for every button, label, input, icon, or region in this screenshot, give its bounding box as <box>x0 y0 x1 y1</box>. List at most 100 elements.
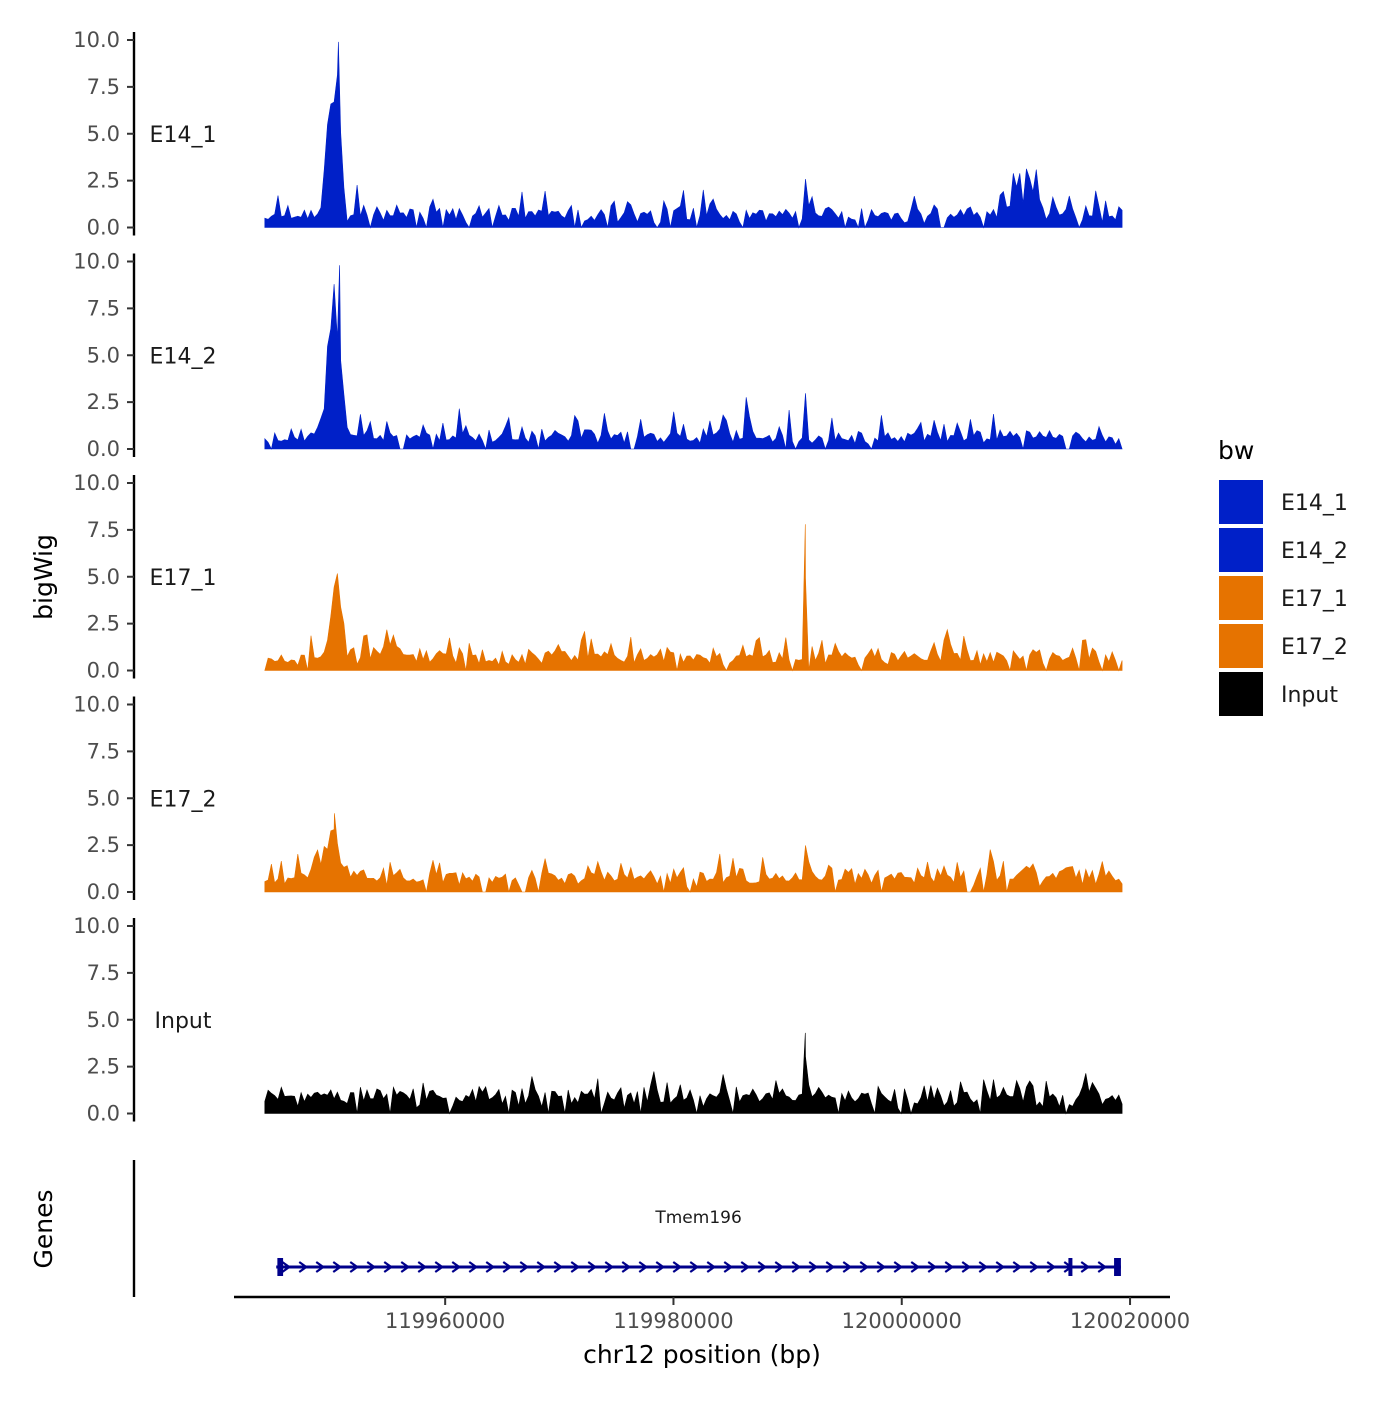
strand-arrow <box>1046 1261 1057 1273</box>
y-tick-label: 0.0 <box>87 437 120 461</box>
strand-arrow <box>587 1261 598 1273</box>
y-tick-label: 2.5 <box>87 390 120 414</box>
y-tick-label: 5.0 <box>87 786 120 810</box>
y-tick-label: 5.0 <box>87 1008 120 1032</box>
signal-area <box>264 813 1123 893</box>
legend-item: E14_1 <box>1219 480 1348 524</box>
x-tick-label: 120020000 <box>1070 1309 1190 1333</box>
strand-arrow <box>944 1261 955 1273</box>
y-tick-label: 10.0 <box>73 471 120 495</box>
strand-arrow <box>774 1261 785 1273</box>
strand-arrow <box>451 1261 462 1273</box>
strand-arrow <box>570 1261 581 1273</box>
track-label: E14_2 <box>150 344 217 369</box>
legend-label: Input <box>1281 683 1338 708</box>
legend: bw E14_1 E14_2 E17_1 E17_2 Input <box>1218 436 1348 716</box>
y-tick-label: 5.0 <box>87 122 120 146</box>
x-tick-label: 119960000 <box>385 1309 505 1333</box>
legend-label: E17_1 <box>1281 587 1348 612</box>
legend-key <box>1219 480 1263 524</box>
y-tick-label: 7.5 <box>87 518 120 542</box>
strand-arrow <box>417 1261 428 1273</box>
signal-tracks: 0.0 2.5 5.0 7.5 10.0 E14_1 0.0 2.5 5.0 7.5 10.0 E14… <box>73 28 1123 1126</box>
y-tick-label: 10.0 <box>73 914 120 938</box>
y-tick-label: 10.0 <box>73 250 120 274</box>
y-tick-label: 0.0 <box>87 659 120 683</box>
x-tick-label: 120000000 <box>842 1309 962 1333</box>
track-input: 0.0 2.5 5.0 7.5 10.0 Input <box>73 914 1123 1126</box>
y-tick-label: 7.5 <box>87 739 120 763</box>
y-tick-label: 10.0 <box>73 28 120 52</box>
strand-arrow <box>1012 1261 1023 1273</box>
legend-item: E17_1 <box>1219 576 1348 620</box>
strand-arrow <box>655 1261 666 1273</box>
strand-arrow <box>859 1261 870 1273</box>
legend-key <box>1219 672 1263 716</box>
strand-arrow <box>400 1261 411 1273</box>
strand-arrow <box>468 1261 479 1273</box>
strand-arrow <box>434 1261 445 1273</box>
signal-area <box>264 41 1123 229</box>
strand-arrow <box>604 1261 615 1273</box>
legend-key <box>1219 624 1263 668</box>
gene-label: Tmem196 <box>654 1208 741 1228</box>
strand-arrow <box>366 1261 377 1273</box>
track-e17-2: 0.0 2.5 5.0 7.5 10.0 E17_2 <box>73 693 1123 904</box>
strand-arrow <box>910 1261 921 1273</box>
strand-arrow <box>842 1261 853 1273</box>
y-tick-label: 7.5 <box>87 296 120 320</box>
strand-arrow <box>281 1261 292 1273</box>
y-tick-label: 5.0 <box>87 343 120 367</box>
strand-arrow <box>638 1261 649 1273</box>
strand-arrow <box>553 1261 564 1273</box>
strand-arrow <box>706 1261 717 1273</box>
y-tick-label: 2.5 <box>87 169 120 193</box>
signal-area <box>264 524 1123 672</box>
strand-arrow <box>502 1261 513 1273</box>
y-axis-title: bigWig <box>29 534 58 620</box>
x-axis: 119960000 119980000 120000000 120020000 <box>234 1295 1190 1333</box>
y-tick-label: 2.5 <box>87 833 120 857</box>
track-e17-1: 0.0 2.5 5.0 7.5 10.0 E17_1 <box>73 471 1123 683</box>
strand-arrow <box>689 1261 700 1273</box>
x-axis-title: chr12 position (bp) <box>583 1340 821 1369</box>
strand-arrow <box>927 1261 938 1273</box>
strand-arrow <box>1097 1261 1108 1273</box>
track-label: E17_1 <box>150 566 217 591</box>
strand-arrow <box>672 1261 683 1273</box>
y-tick-label: 0.0 <box>87 1102 120 1126</box>
y-tick-label: 2.5 <box>87 1055 120 1079</box>
y-tick-label: 7.5 <box>87 75 120 99</box>
strand-arrow <box>383 1261 394 1273</box>
strand-arrow <box>961 1261 972 1273</box>
strand-arrow <box>536 1261 547 1273</box>
strand-arrow <box>876 1261 887 1273</box>
strand-arrow <box>621 1261 632 1273</box>
y-tick-label: 0.0 <box>87 216 120 240</box>
legend-title: bw <box>1218 436 1254 465</box>
strand-arrow <box>995 1261 1006 1273</box>
x-tick-label: 119980000 <box>613 1309 733 1333</box>
y-tick-label: 2.5 <box>87 612 120 636</box>
y-tick-label: 5.0 <box>87 565 120 589</box>
genes-axis-title: Genes <box>29 1189 58 1268</box>
strand-arrow <box>332 1261 343 1273</box>
legend-label: E17_2 <box>1281 635 1348 660</box>
signal-area <box>264 265 1123 451</box>
gene-track: Tmem196 <box>132 1160 1121 1297</box>
strand-arrow <box>825 1261 836 1273</box>
strand-arrow <box>1080 1261 1091 1273</box>
strand-arrow <box>315 1261 326 1273</box>
exon <box>277 1258 284 1276</box>
track-label: E14_1 <box>150 123 217 148</box>
strand-arrow <box>723 1261 734 1273</box>
strand-arrow <box>349 1261 360 1273</box>
track-label: E17_2 <box>150 787 217 812</box>
strand-arrow <box>808 1261 819 1273</box>
y-tick-label: 10.0 <box>73 693 120 717</box>
signal-area <box>264 1032 1123 1115</box>
strand-arrow <box>485 1261 496 1273</box>
exon <box>1068 1258 1073 1276</box>
exon <box>1114 1258 1121 1276</box>
